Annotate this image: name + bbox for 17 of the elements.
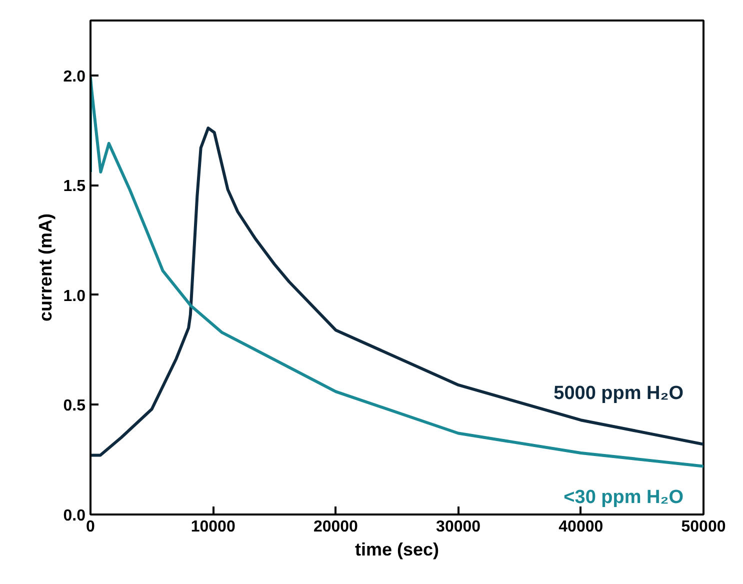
x-tick-label: 50000 <box>681 518 726 536</box>
line-series <box>90 76 704 468</box>
x-tick-label: 40000 <box>558 518 604 536</box>
line-series <box>90 126 704 457</box>
y-tick-label: 0.5 <box>63 398 86 415</box>
series-label: 5000 ppm H₂O <box>554 383 684 404</box>
series-label: <30 ppm H₂O <box>564 487 684 508</box>
y-tick-label: 0.0 <box>63 508 86 524</box>
y-tick-label: 2.0 <box>63 68 86 86</box>
y-tick-label: 1.0 <box>63 288 86 305</box>
x-tick-label: 20000 <box>313 518 358 536</box>
x-tick-label: 10000 <box>190 518 236 536</box>
y-axis-title: current (mA) <box>35 213 56 322</box>
x-axis-title: time (sec) <box>354 540 440 560</box>
y-tick-label: 1.5 <box>63 178 86 196</box>
x-tick-label: 0 <box>86 518 96 536</box>
x-tick-label: 30000 <box>436 518 481 536</box>
